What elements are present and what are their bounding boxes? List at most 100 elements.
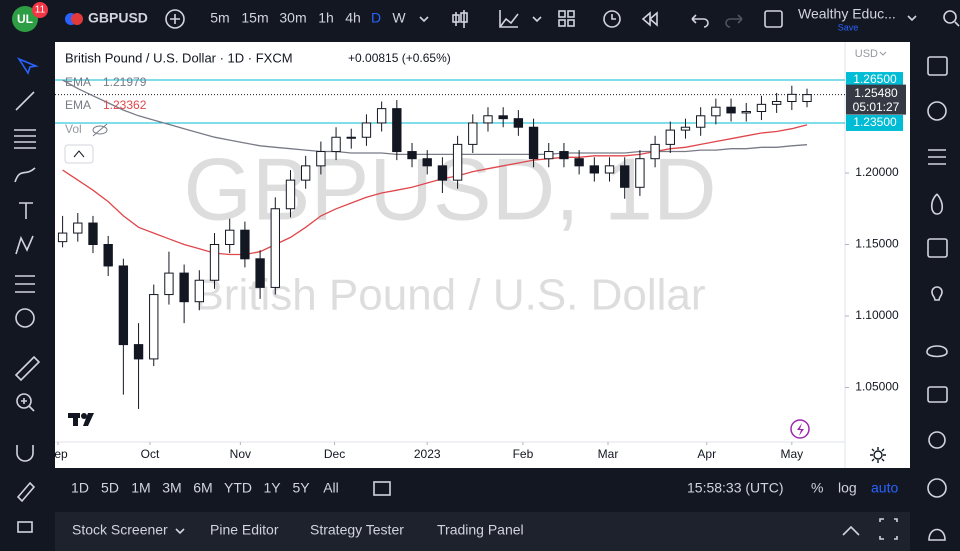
pattern-tool[interactable] bbox=[15, 235, 34, 255]
text-tool[interactable] bbox=[19, 202, 33, 219]
fib-tool[interactable] bbox=[14, 129, 36, 149]
layout-name[interactable]: Wealthy Educ... bbox=[798, 6, 896, 22]
candle-body bbox=[635, 158, 645, 188]
chart-type-button[interactable] bbox=[452, 10, 468, 28]
indicators-button[interactable] bbox=[499, 10, 542, 28]
prediction-tool[interactable] bbox=[15, 275, 35, 293]
percent-toggle[interactable]: % bbox=[811, 480, 823, 496]
log-toggle[interactable]: log bbox=[838, 480, 857, 496]
maximize-panel[interactable] bbox=[879, 518, 898, 540]
interval[interactable]: D bbox=[371, 10, 381, 26]
alerts-button[interactable] bbox=[927, 101, 947, 121]
calendar-button[interactable] bbox=[927, 238, 948, 258]
interval[interactable]: 1h bbox=[318, 10, 334, 26]
logo[interactable] bbox=[12, 6, 38, 32]
candle-body bbox=[407, 151, 417, 160]
candle-body bbox=[118, 265, 129, 346]
lock-tool[interactable] bbox=[16, 481, 36, 503]
candle-body bbox=[300, 165, 311, 181]
compare-button[interactable] bbox=[165, 9, 185, 29]
interval[interactable]: 15m bbox=[241, 10, 268, 26]
collapse-icon bbox=[73, 150, 85, 158]
interval-caret[interactable] bbox=[419, 16, 429, 23]
footer-tab[interactable]: Trading Panel bbox=[437, 522, 524, 538]
search-button[interactable] bbox=[943, 10, 960, 27]
range-button[interactable]: YTD bbox=[224, 480, 252, 496]
alert-button[interactable] bbox=[603, 10, 621, 28]
range-button[interactable]: 5D bbox=[101, 480, 119, 496]
range-button[interactable]: 3M bbox=[162, 480, 181, 496]
symbol[interactable]: GBPUSD bbox=[88, 10, 148, 26]
interval[interactable]: 4h bbox=[345, 10, 361, 26]
right-toolbar bbox=[926, 56, 948, 541]
cursor-tool[interactable] bbox=[16, 57, 39, 75]
range-button[interactable]: All bbox=[323, 480, 339, 496]
legend-ema: EMA bbox=[65, 75, 91, 89]
candle-body bbox=[103, 244, 113, 267]
footer-tab[interactable]: Strategy Tester bbox=[310, 522, 404, 538]
footer-tab[interactable]: Pine Editor bbox=[210, 522, 279, 538]
measure-tool[interactable] bbox=[14, 355, 41, 382]
signal-button[interactable] bbox=[927, 478, 947, 498]
candle-body bbox=[650, 143, 660, 160]
screener-caret[interactable] bbox=[175, 528, 185, 535]
templates-button[interactable] bbox=[558, 10, 575, 27]
fullscreen-button[interactable] bbox=[764, 10, 783, 28]
undo-button[interactable] bbox=[691, 14, 709, 28]
currency[interactable]: USD bbox=[855, 48, 878, 60]
icon-tool[interactable] bbox=[15, 308, 35, 328]
brush-tool[interactable] bbox=[14, 167, 36, 183]
x-tick-label: May bbox=[780, 447, 803, 461]
candle-body bbox=[544, 151, 554, 160]
layout-caret[interactable] bbox=[907, 15, 917, 22]
candle-body bbox=[528, 126, 539, 160]
notifications-button[interactable] bbox=[928, 528, 946, 541]
candle-body bbox=[88, 222, 98, 246]
hotlist-button[interactable] bbox=[930, 193, 944, 215]
auto-toggle[interactable]: auto bbox=[871, 480, 898, 496]
x-tick-label: Oct bbox=[141, 447, 160, 461]
news-button[interactable] bbox=[928, 149, 946, 165]
candle-body bbox=[422, 158, 432, 167]
chat-button[interactable] bbox=[927, 386, 948, 403]
countdown: 05:01:27 bbox=[853, 100, 900, 114]
magnet-tool[interactable] bbox=[16, 445, 34, 462]
ideas-button[interactable] bbox=[931, 286, 943, 301]
candle-body bbox=[711, 106, 721, 117]
price-label-bg bbox=[846, 72, 903, 89]
collapse-legend[interactable] bbox=[64, 144, 94, 164]
range-button[interactable]: 1Y bbox=[263, 480, 281, 496]
candle-body bbox=[57, 232, 68, 243]
candle-body bbox=[498, 115, 508, 120]
ema-line bbox=[62, 124, 808, 256]
candle-body bbox=[285, 179, 296, 210]
line-tool[interactable] bbox=[15, 91, 35, 111]
interval[interactable]: W bbox=[392, 10, 406, 26]
candle-body bbox=[756, 103, 767, 113]
legend-volume[interactable]: Vol bbox=[65, 122, 82, 136]
footer-tabs: Stock Screener Pine Editor Strategy Tester… bbox=[72, 522, 524, 538]
interval[interactable]: 5m bbox=[210, 10, 229, 26]
settings-icon[interactable] bbox=[870, 447, 886, 463]
interval[interactable]: 30m bbox=[279, 10, 306, 26]
zoom-tool[interactable] bbox=[16, 393, 35, 412]
lightning-button[interactable] bbox=[790, 419, 810, 439]
range-button[interactable]: 1D bbox=[71, 480, 89, 496]
hide-icon[interactable] bbox=[92, 123, 108, 137]
range-button[interactable]: 1M bbox=[131, 480, 150, 496]
watchlist-button[interactable] bbox=[927, 56, 948, 76]
collapse-panel[interactable] bbox=[842, 525, 860, 536]
replay-button[interactable] bbox=[641, 11, 658, 27]
price-label-bg bbox=[846, 114, 903, 131]
ema-line bbox=[62, 79, 808, 156]
save-button[interactable]: Save bbox=[838, 22, 859, 32]
range-button[interactable]: 5Y bbox=[292, 480, 310, 496]
footer-tab[interactable]: Stock Screener bbox=[72, 522, 168, 538]
help-button[interactable] bbox=[928, 431, 946, 449]
x-tick-label: Apr bbox=[697, 447, 716, 461]
goto-date-button[interactable] bbox=[373, 481, 391, 496]
range-button[interactable]: 6M bbox=[193, 480, 212, 496]
streams-button[interactable] bbox=[926, 345, 948, 358]
candle-body bbox=[376, 108, 387, 124]
lock-all-tool[interactable] bbox=[17, 521, 33, 533]
